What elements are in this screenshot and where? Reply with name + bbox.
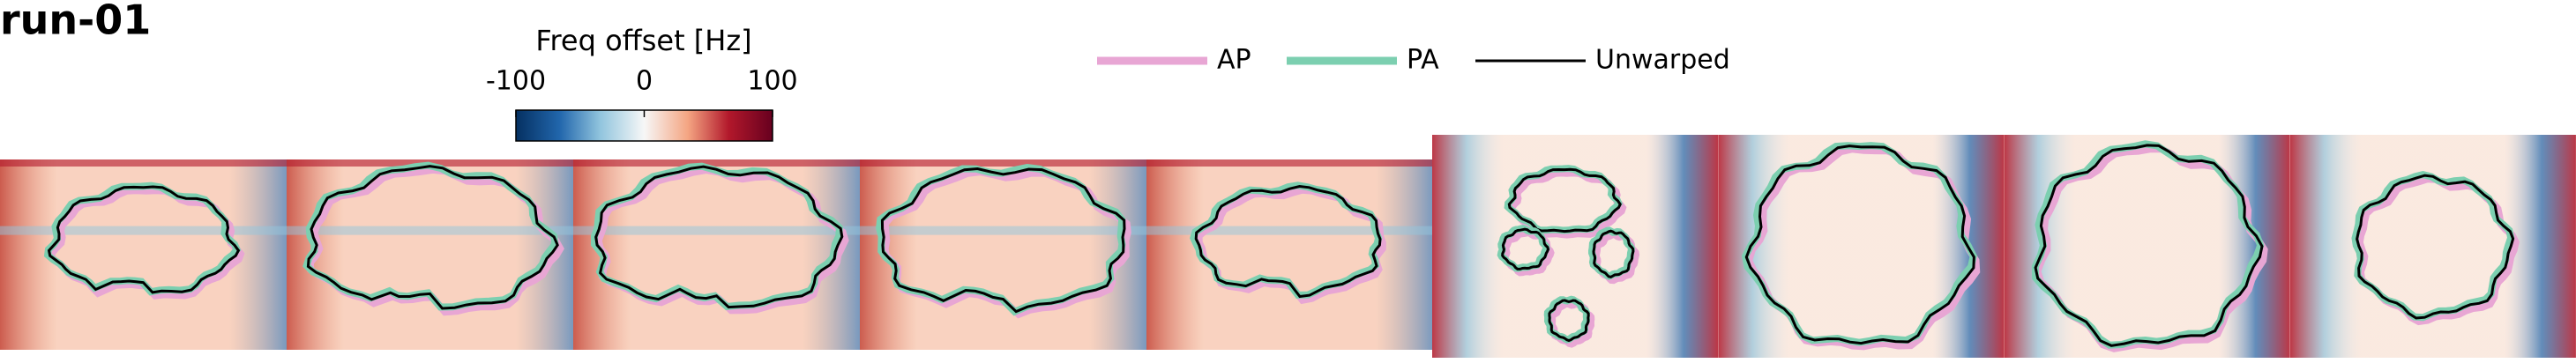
- colorbar-tick-label: 0: [636, 66, 653, 97]
- ap-contour: [1507, 169, 1627, 239]
- image-panel: [2004, 135, 2290, 358]
- panel-streak: [0, 226, 287, 235]
- unwarped-contour: [880, 167, 1126, 314]
- panel-field: [1718, 135, 2005, 358]
- unwarped-contour: [306, 165, 559, 310]
- pa-contour: [2031, 140, 2265, 349]
- colorbar-tick-label: 100: [747, 66, 797, 97]
- panel-streak: [573, 226, 860, 235]
- ap-contour: [47, 187, 245, 300]
- panel-streak: [1146, 226, 1433, 235]
- image-panel: [1718, 135, 2005, 358]
- legend-label: Unwarped: [1595, 45, 1730, 76]
- panel-field: [287, 159, 573, 350]
- unwarped-contour: [1501, 227, 1550, 270]
- unwarped-contour: [1194, 184, 1382, 299]
- unwarped-contour: [1548, 299, 1590, 343]
- title: run-01: [0, 0, 151, 44]
- colorbar-tick-label: -100: [486, 66, 546, 97]
- pa-contour: [302, 161, 559, 311]
- ap-contour: [306, 166, 564, 316]
- colorbar-label: Freq offset [Hz]: [535, 24, 751, 57]
- panels: [0, 135, 2576, 358]
- panel-streak: [0, 159, 287, 167]
- panel-streak: [1146, 159, 1433, 167]
- unwarped-contour: [2356, 174, 2515, 320]
- panel-field: [2289, 135, 2576, 358]
- legend-label: AP: [1217, 45, 1251, 76]
- image-panel: [0, 159, 287, 350]
- legend-label: PA: [1407, 45, 1439, 76]
- image-panel: [1432, 135, 1718, 358]
- image-panel: [860, 159, 1146, 350]
- panel-streak: [860, 159, 1146, 167]
- panel-streak: [287, 226, 573, 235]
- ap-contour: [2034, 145, 2268, 352]
- unwarped-contour: [1592, 229, 1635, 278]
- unwarped-contour: [1744, 144, 1975, 345]
- panel-field: [573, 159, 860, 350]
- panel-streak: [573, 159, 860, 167]
- image-panel: [573, 159, 860, 350]
- unwarped-contour: [594, 165, 844, 309]
- unwarped-contour: [47, 185, 241, 294]
- unwarped-contour: [1507, 167, 1622, 233]
- image-panel: [2289, 135, 2576, 358]
- panel-field: [2004, 135, 2290, 358]
- unwarped-contour: [2034, 144, 2264, 347]
- panel-field: [860, 159, 1146, 350]
- image-panel: [287, 159, 573, 350]
- image-panel: [1146, 159, 1433, 350]
- panel-streak: [860, 226, 1146, 235]
